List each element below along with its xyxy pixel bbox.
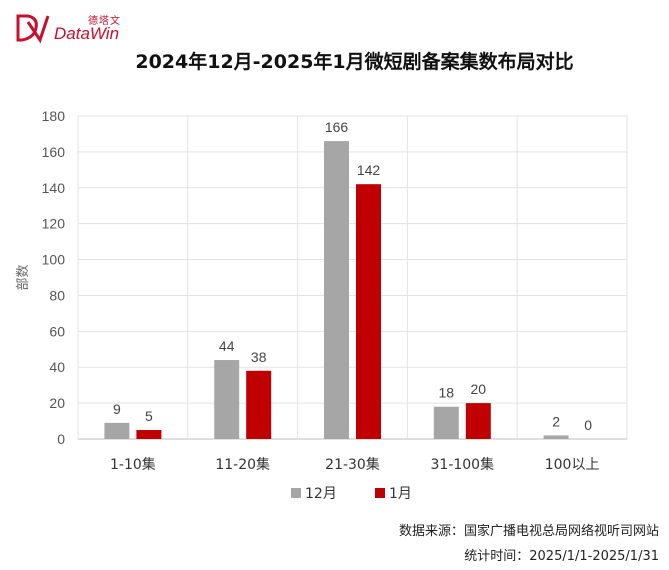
y-tick-label: 80 — [49, 287, 65, 303]
bar-dec — [214, 360, 240, 439]
data-label: 166 — [325, 119, 349, 135]
data-label: 5 — [145, 408, 153, 424]
y-axis-label: 部数 — [16, 264, 31, 290]
bar-jan — [136, 430, 162, 439]
logo-chinese-text: 德塔文 — [88, 16, 121, 27]
x-tick-label: 31-100集 — [431, 456, 495, 473]
y-tick-label: 160 — [42, 144, 66, 160]
data-label: 0 — [584, 417, 592, 433]
y-tick-label: 0 — [57, 431, 65, 447]
x-tick-label: 1-10集 — [110, 456, 156, 473]
y-tick-label: 100 — [42, 252, 66, 268]
x-tick-label: 100以上 — [545, 457, 600, 473]
data-source: 数据来源：国家广播电视总局网络视听司网站 — [398, 524, 659, 539]
bar-jan — [246, 370, 272, 439]
y-tick-label: 140 — [42, 180, 66, 196]
data-label: 2 — [552, 413, 560, 429]
legend-label-jan: 1月 — [389, 486, 412, 502]
logo-english-text: DataWin — [54, 24, 120, 43]
y-tick-label: 180 — [42, 108, 66, 124]
datawin-logo-icon — [16, 14, 50, 44]
data-label: 9 — [113, 401, 121, 417]
x-tick-label: 21-30集 — [325, 456, 380, 473]
bar-dec — [433, 406, 459, 439]
y-tick-label: 60 — [49, 323, 65, 339]
x-tick-label: 11-20集 — [215, 456, 270, 473]
bar-jan — [356, 184, 381, 439]
datawin-logo: 德塔文 DataWin — [14, 10, 154, 46]
data-time-range: 统计时间：2025/1/1-2025/1/31 — [464, 549, 659, 564]
data-label: 38 — [251, 349, 267, 365]
chart-title: 2024年12月-2025年1月微短剧备案集数布局对比 — [135, 51, 574, 73]
y-tick-label: 20 — [49, 395, 65, 411]
bar-dec — [324, 141, 349, 439]
data-label: 142 — [357, 162, 381, 178]
y-tick-label: 120 — [42, 216, 66, 232]
bar-jan — [465, 403, 491, 439]
data-label: 20 — [471, 381, 487, 397]
data-label: 18 — [439, 385, 455, 401]
legend-label-dec: 12月 — [305, 486, 337, 502]
y-tick-label: 40 — [49, 359, 65, 375]
bar-dec — [543, 435, 569, 439]
bar-dec — [104, 422, 130, 439]
legend-swatch-jan — [375, 488, 385, 498]
legend-swatch-dec — [291, 488, 301, 498]
data-label: 44 — [219, 338, 235, 354]
